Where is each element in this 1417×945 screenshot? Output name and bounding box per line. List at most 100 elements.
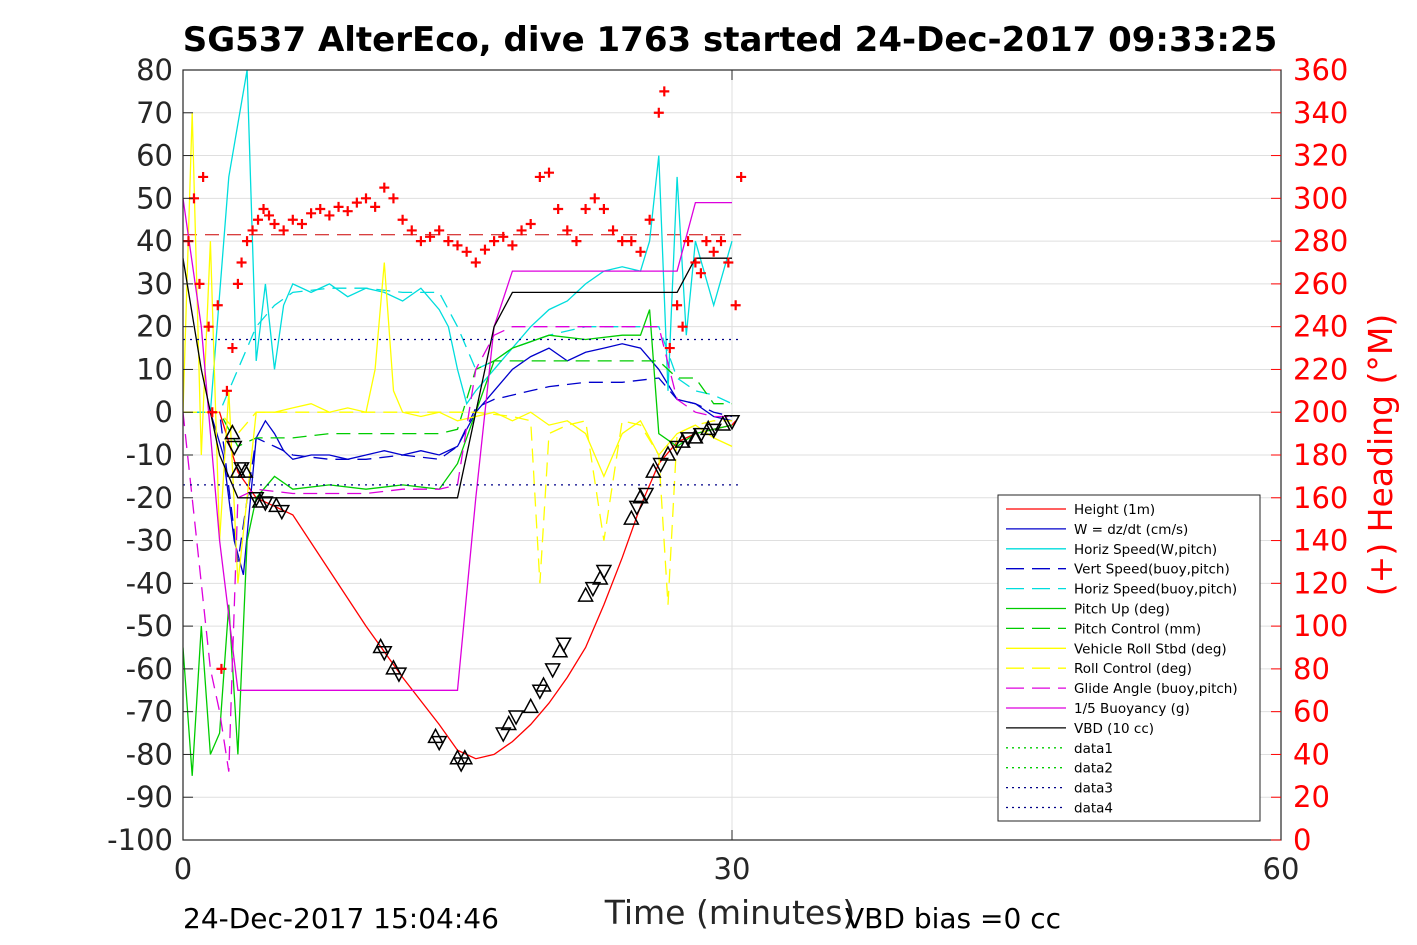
depth-marker [430,735,448,752]
left-tick-label: 0 [155,395,173,429]
legend-label-4: Horiz Speed(buoy,pitch) [1074,582,1237,598]
series-line-8 [183,411,732,605]
heading-point [221,385,232,396]
left-tick-label: -40 [126,566,173,600]
heading-point [342,206,353,217]
left-tick-label: -50 [126,609,173,643]
right-tick-label: 180 [1293,438,1348,472]
heading-point [388,193,399,204]
depth-marker [637,487,655,504]
right-tick-label: 120 [1293,566,1348,600]
heading-point [247,225,258,236]
heading-point [198,171,209,182]
depth-marker [652,457,669,474]
heading-point [242,236,253,247]
right-tick-label: 260 [1293,267,1348,301]
depth-marker [507,710,525,726]
depth-marker [544,663,561,679]
x-axis-label: Time (minutes) [604,893,856,932]
legend-label-5: Pitch Up (deg) [1074,602,1170,618]
heading-point [730,300,741,311]
heading-point [534,171,545,182]
legend-label-14: data3 [1074,781,1113,797]
heading-point [723,257,734,268]
heading-point [236,257,247,268]
heading-point [479,244,490,255]
depth-marker [522,697,539,714]
heading-point [212,300,223,311]
heading-point [664,343,675,354]
right-tick-label: 60 [1293,695,1330,729]
right-tick-label: 100 [1293,609,1348,643]
depth-marker [236,462,254,478]
legend-label-11: VBD (10 cc) [1074,721,1154,737]
right-tick-label: 140 [1293,524,1348,558]
vbd-bias-footer: VBD bias =0 cc [845,902,1061,935]
heading-point [580,204,591,215]
left-tick-label: 10 [136,352,173,386]
heading-point [644,214,655,225]
heading-point [232,278,243,289]
left-tick-label: 80 [136,53,173,87]
heading-point [498,231,509,242]
heading-point [227,343,238,354]
heading-point [315,204,326,215]
heading-point [406,225,417,236]
left-tick-label: -90 [126,780,173,814]
depth-marker [714,415,732,431]
legend-label-15: data4 [1074,801,1113,817]
heading-point [361,193,371,204]
right-tick-label: 280 [1293,224,1348,258]
x-tick-label: 60 [1263,852,1300,886]
depth-marker [224,424,241,440]
depth-marker [699,419,717,436]
legend-label-3: Vert Speed(buoy,pitch) [1074,562,1230,578]
heading-point [253,214,264,225]
right-tick-label: 360 [1293,53,1348,87]
depth-marker [390,667,408,683]
legend-label-0: Height (1m) [1074,502,1155,518]
right-tick-label: 40 [1293,737,1330,771]
heading-point [525,219,536,229]
x-tick-label: 30 [714,852,751,886]
right-tick-label: 160 [1293,481,1348,515]
heading-point [653,107,664,118]
heading-point [415,236,426,247]
heading-point [677,321,688,332]
depth-marker [535,676,552,692]
left-tick-label: -30 [126,524,173,558]
left-tick-label: 70 [136,96,173,130]
heading-point [397,214,408,225]
heading-point [544,167,554,178]
axes: 80706050403020100-10-20-30-40-50-60-70-8… [107,53,1348,886]
heading-point [598,204,609,215]
series-line-4 [183,287,733,413]
left-tick-label: -20 [126,481,173,515]
heading-point [258,204,269,215]
heading-point [489,236,500,247]
heading-point [659,86,670,97]
chart-title: SG537 AlterEco, dive 1763 started 24-Dec… [183,20,1278,60]
depth-marker [668,440,686,457]
heading-point [351,197,362,208]
right-tick-label: 300 [1293,181,1348,215]
depth-marker [705,423,722,439]
depth-marker [555,637,572,653]
left-tick-label: 50 [136,181,173,215]
legend: Height (1m) W = dz/dt (cm/s) Horiz Speed(W… [997,494,1261,822]
series-group [183,70,747,776]
depth-marker [273,504,291,521]
left-tick-label: 60 [136,139,173,173]
legend-label-6: Pitch Control (mm) [1074,621,1201,637]
heading-point [716,236,727,247]
heading-point [690,257,701,268]
depth-marker [456,749,474,765]
heading-point [434,225,445,236]
x-tick-label: 0 [174,852,192,886]
legend-label-2: Horiz Speed(W,pitch) [1074,542,1217,558]
depth-marker [628,500,646,516]
series-line-11 [183,257,732,499]
left-tick-label: -60 [126,652,173,686]
depth-marker [595,564,613,581]
